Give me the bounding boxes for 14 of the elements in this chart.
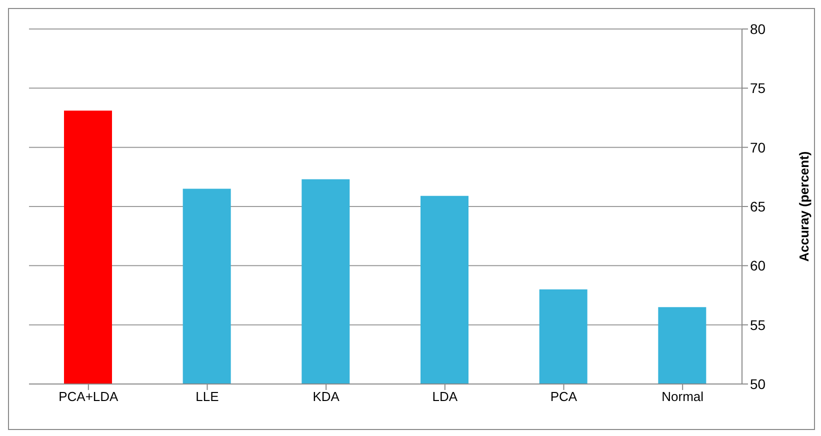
y-axis-title: Accuray (percent) xyxy=(796,151,812,262)
x-tick-label: LLE xyxy=(196,389,220,404)
y-tick-label: 75 xyxy=(750,80,766,96)
y-tick-label: 60 xyxy=(750,258,766,274)
x-tick-label: Normal xyxy=(662,389,704,404)
x-tick-label: PCA+LDA xyxy=(58,389,119,404)
x-tick-label: LDA xyxy=(432,389,458,404)
x-tick-label: PCA xyxy=(550,389,578,404)
y-tick-label: 70 xyxy=(750,139,766,156)
y-tick-label: 65 xyxy=(750,198,766,214)
y-tick-label: 55 xyxy=(750,316,766,333)
y-tick-label: 80 xyxy=(750,20,766,37)
y-tick-label: 50 xyxy=(750,376,766,392)
x-tick-label: KDA xyxy=(312,389,340,404)
